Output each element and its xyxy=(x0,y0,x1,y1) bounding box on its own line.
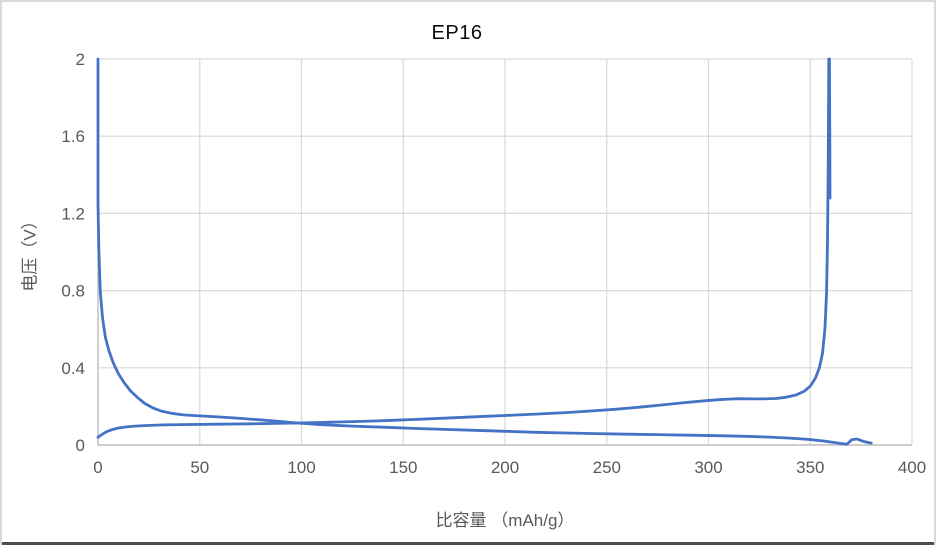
x-axis-title: 比容量 （mAh/g） xyxy=(435,511,575,530)
y-tick-label: 0 xyxy=(76,436,85,455)
y-tick-label: 1.6 xyxy=(61,127,85,146)
x-tick-label: 300 xyxy=(694,458,722,477)
x-tick-label: 50 xyxy=(190,458,209,477)
charge-curve xyxy=(96,57,832,439)
chart-title: EP16 xyxy=(431,22,483,44)
x-tick-label: 250 xyxy=(593,458,621,477)
x-tick-label: 400 xyxy=(898,458,926,477)
y-tick-label: 2 xyxy=(76,50,85,69)
y-tick-label: 0.8 xyxy=(61,282,85,301)
x-tick-label: 200 xyxy=(491,458,519,477)
x-tick-label: 100 xyxy=(287,458,315,477)
discharge-curve xyxy=(96,57,873,446)
x-tick-label: 350 xyxy=(796,458,824,477)
y-tick-label: 1.2 xyxy=(61,204,85,223)
x-tick-label: 0 xyxy=(93,458,102,477)
y-axis-title: 电压（V） xyxy=(20,212,40,292)
x-tick-label: 150 xyxy=(389,458,417,477)
y-tick-label: 0.4 xyxy=(61,359,85,378)
window-bottom-edge xyxy=(2,542,934,545)
